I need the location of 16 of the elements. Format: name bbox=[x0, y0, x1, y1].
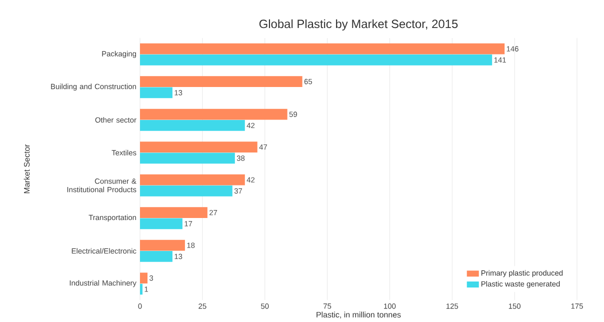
bar bbox=[140, 120, 245, 131]
bar bbox=[140, 207, 208, 218]
chart-title: Global Plastic by Market Sector, 2015 bbox=[259, 19, 458, 31]
bar bbox=[140, 240, 185, 251]
bar bbox=[140, 186, 232, 196]
bar bbox=[140, 152, 235, 164]
bar bbox=[140, 174, 245, 186]
bar bbox=[140, 43, 505, 54]
bar bbox=[140, 54, 492, 66]
bar bbox=[140, 251, 172, 262]
bar bbox=[140, 108, 288, 120]
bar bbox=[140, 76, 302, 87]
bar bbox=[140, 218, 182, 230]
bar bbox=[140, 142, 258, 152]
bar bbox=[140, 272, 148, 284]
bar bbox=[140, 87, 172, 98]
